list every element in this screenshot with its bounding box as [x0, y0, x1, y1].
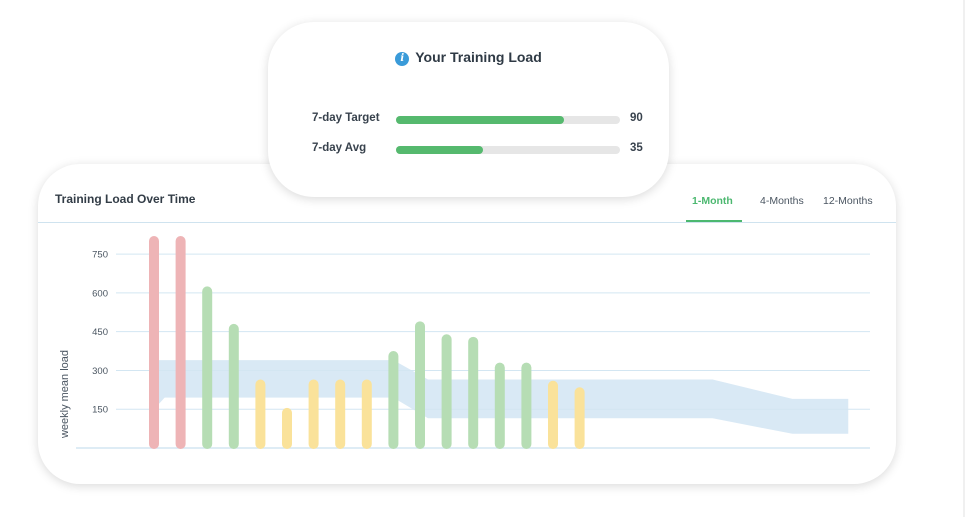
bar-day-1 [149, 236, 159, 449]
y-tick-label: 300 [92, 366, 108, 377]
bar-day-10 [388, 351, 399, 449]
bar-day-2 [175, 236, 186, 449]
bar-day-13 [468, 336, 479, 449]
bar-day-7 [308, 379, 319, 449]
y-tick-label: 600 [92, 288, 108, 299]
tab-12-months[interactable]: 12-Months [823, 195, 873, 207]
bar-day-15 [521, 362, 532, 449]
chart-title: Training Load Over Time [55, 192, 196, 206]
training-load-chart: 150 300 450 600 750 weekly mean load [59, 236, 870, 449]
target-progress-track [396, 116, 620, 124]
avg-progress-track [396, 146, 620, 154]
tab-4-months[interactable]: 4-Months [760, 195, 804, 207]
target-label: 7-day Target [312, 112, 380, 124]
target-value: 90 [630, 112, 643, 124]
bar-day-3 [202, 286, 213, 449]
bar-day-11 [415, 321, 425, 449]
tab-1-month[interactable]: 1-Month [692, 195, 733, 207]
bar-day-5 [255, 379, 266, 449]
target-row: 7-day Target 90 [268, 112, 669, 128]
training-load-over-time-card: Training Load Over Time 1-Month 4-Months… [38, 164, 896, 484]
bar-day-6 [282, 407, 292, 449]
y-tick-label: 450 [92, 327, 108, 338]
bar-day-16 [548, 380, 558, 449]
info-icon[interactable]: i [395, 52, 410, 66]
avg-label: 7-day Avg [312, 142, 367, 154]
page-edge-divider [963, 0, 965, 517]
bar-day-4 [228, 323, 239, 449]
bar-day-17 [574, 387, 585, 449]
bar-day-8 [335, 379, 346, 449]
your-training-load-card: i Your Training Load 7-day Target 90 7-da… [268, 22, 669, 197]
header-divider [38, 222, 896, 223]
y-tick-label: 750 [92, 250, 108, 261]
load-card-title-text: Your Training Load [415, 49, 542, 65]
load-card-title: i Your Training Load [268, 49, 669, 66]
active-tab-indicator [686, 220, 742, 222]
avg-progress-fill [396, 146, 484, 154]
bar-day-12 [441, 334, 452, 449]
avg-row: 7-day Avg 35 [268, 142, 669, 158]
avg-value: 35 [630, 142, 643, 154]
target-progress-fill [396, 116, 564, 124]
y-axis-label: weekly mean load [59, 350, 71, 439]
bar-day-9 [361, 379, 372, 449]
y-tick-label: 150 [92, 405, 108, 416]
bar-day-14 [494, 362, 505, 449]
